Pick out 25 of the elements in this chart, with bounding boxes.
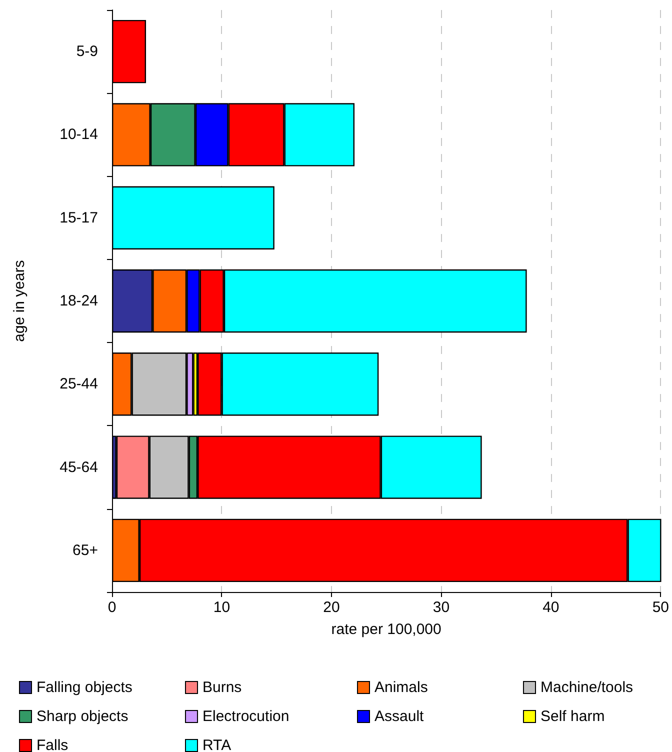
y-axis-title: age in years <box>11 260 28 342</box>
x-tick-label: 30 <box>432 599 450 616</box>
x-tick-label: 50 <box>652 599 669 616</box>
legend-label: Burns <box>202 679 242 696</box>
legend-label: Falls <box>36 737 68 752</box>
x-tick-label: 10 <box>213 599 230 616</box>
y-tick-label: 15-17 <box>60 209 98 226</box>
y-tick-label: 65+ <box>72 542 98 559</box>
legend-label: Machine/tools <box>540 679 634 696</box>
legend-label: RTA <box>202 737 232 752</box>
y-tick-label: 18-24 <box>60 292 98 310</box>
x-tick-label: 40 <box>542 599 560 616</box>
legend-label: Animals <box>374 679 428 696</box>
x-axis-title: rate per 100,000 <box>331 621 442 638</box>
legend-label: Self harm <box>540 708 605 725</box>
y-tick-label: 10-14 <box>60 126 98 144</box>
y-tick-label: 25-44 <box>60 376 98 393</box>
legend-label: Falling objects <box>36 679 132 696</box>
x-tick-label: 0 <box>108 599 116 616</box>
x-tick-label: 20 <box>323 599 340 616</box>
legend-label: Sharp objects <box>36 708 128 725</box>
y-tick-label: 45-64 <box>60 458 98 476</box>
legend-label: Electrocution <box>202 708 290 725</box>
legend-label: Assault <box>374 708 425 725</box>
y-tick-label: 5-9 <box>76 43 98 60</box>
